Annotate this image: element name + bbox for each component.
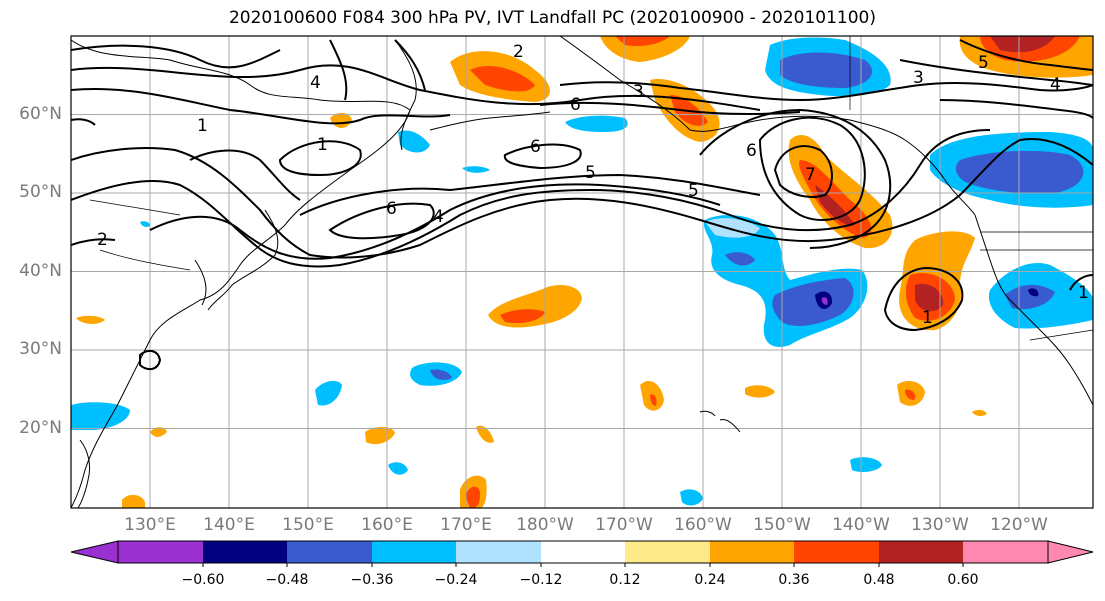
colorbar-tick-label: −0.48 [265,572,309,588]
colorbar-segment [963,541,1048,563]
lon-label: 160°W [674,515,732,535]
colorbar-upper-extension [1047,540,1094,564]
lat-label: 50°N [19,182,62,202]
colorbar-tick-label: 0.60 [947,572,979,588]
contour-label: 6 [530,137,541,157]
contour-label: 6 [746,141,757,161]
pos-anomaly-central-pacific-core [500,309,545,324]
colorbar-tick-label: 0.36 [778,572,810,588]
colorbar-segment [118,541,203,563]
negative-anomaly-shading [71,37,1093,506]
colorbar-tick-label: −0.12 [519,572,563,588]
contour-label: 4 [433,207,444,227]
contour-label: 6 [570,95,581,115]
country-borders [89,36,1093,341]
map-area: 1 1 2 2 3 3 4 4 4 5 5 5 6 6 6 6 7 1 1 [71,36,1093,508]
lon-label: 180°W [516,515,574,535]
lon-label: 140°W [832,515,890,535]
colorbar-segment [625,541,710,563]
lon-label: 140°E [203,515,255,535]
colorbar-segment [541,541,625,563]
lon-label: 160°E [361,515,413,535]
graticule [71,36,1093,508]
kamchatka-coast [394,39,417,151]
contour-label: 1 [922,308,933,328]
coastlines [71,36,1093,508]
colorbar-tick-label: −0.24 [434,572,478,588]
colorbar-tick-label: 0.24 [694,572,726,588]
contour-label: 6 [386,199,397,219]
contour-label: 1 [1078,283,1089,303]
contour-label: 4 [1050,75,1061,95]
korea-coast [194,259,207,306]
colorbar-tick-label: −0.36 [350,572,394,588]
lat-label: 40°N [19,261,62,281]
colorbar-segment [203,541,287,563]
colorbar-lower-extension [70,540,119,564]
colorbar-segment [710,541,794,563]
contour-label: 4 [310,73,321,93]
contour-label: 5 [688,181,699,201]
contour-label: 2 [513,42,524,62]
contour-label: 1 [197,116,208,136]
lat-label: 20°N [19,418,62,438]
japan-coast [207,209,279,311]
positive-anomaly-shading [76,36,1093,508]
pv-contours [71,39,1093,371]
colorbar-tick-label: 0.12 [609,572,641,588]
north-america-west-coast [974,214,1093,406]
pos-anomaly-bering-core [470,65,535,92]
colorbar-segment [456,541,541,563]
pos-anomaly-top-center-core [615,36,670,47]
colorbar-segment [372,541,456,563]
contour-label: 1 [317,135,328,155]
asia-coast [71,39,411,508]
pos-anomaly-california-inner [915,283,944,312]
lat-label: 30°N [19,339,62,359]
pos-anomaly-gulf-of-alaska-core [799,160,872,238]
philippines [77,439,91,508]
lon-label: 130°W [911,515,969,535]
lon-label: 150°E [282,515,334,535]
contour-label: 7 [805,165,816,185]
contour-label: 3 [633,82,644,102]
contour-label: 2 [97,230,108,250]
colorbar [70,540,1094,567]
lon-label: 120°W [990,515,1048,535]
hawaii [699,410,741,433]
lon-label: 130°E [124,515,176,535]
colorbar-segment [287,541,372,563]
contour-labels: 1 1 2 2 3 3 4 4 4 5 5 5 6 6 6 6 7 1 1 [97,42,1089,328]
lon-label: 170°W [595,515,653,535]
map-title: 2020100600 F084 300 hPa PV, IVT Landfall… [228,8,876,28]
aleutians [429,111,551,131]
contour-label: 3 [913,68,924,88]
lat-label: 60°N [19,104,62,124]
colorbar-tick-label: −0.60 [181,572,225,588]
lon-label: 170°E [440,515,492,535]
contour-label: 5 [585,163,596,183]
contour-label: 5 [978,53,989,73]
pos-anomaly-northeast-corner-inner [990,36,1055,53]
colorbar-segment [794,541,879,563]
colorbar-tick-label: 0.48 [863,572,895,588]
lon-label: 150°W [753,515,811,535]
map-frame [70,35,1094,509]
colorbar-segment [879,541,963,563]
